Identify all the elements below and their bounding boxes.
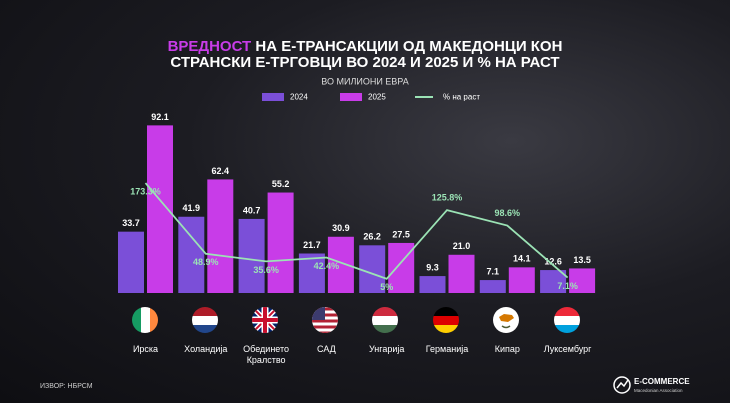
- brand: E-COMMERCE: [634, 377, 690, 386]
- value-label: 41.9: [183, 203, 201, 213]
- value-label: 14.1: [513, 254, 531, 264]
- value-label: 30.9: [332, 223, 350, 233]
- value-label: 40.7: [243, 205, 261, 215]
- bar: [508, 267, 535, 293]
- flags: [132, 307, 580, 333]
- flag: [372, 307, 398, 333]
- bar: [298, 253, 325, 293]
- title-highlight: ВРЕДНОСТ: [168, 38, 252, 55]
- value-label: 21.7: [303, 240, 321, 250]
- flag: [252, 307, 278, 333]
- value-label: 27.5: [392, 229, 410, 239]
- bar: [569, 268, 596, 293]
- value-label: 9.3: [426, 262, 439, 272]
- brand-subtitle: Macedonian Association: [634, 388, 683, 393]
- source: ИЗВОР: НБРСМ: [40, 383, 93, 390]
- flag: [433, 307, 459, 333]
- category-label: Ирска: [132, 344, 159, 354]
- legend-swatch: [262, 93, 284, 101]
- legend-swatch: [340, 93, 362, 101]
- legend-label: 2024: [290, 93, 308, 102]
- value-label: 21.0: [453, 241, 471, 251]
- growth-label: 42.4%: [314, 261, 340, 271]
- bar: [207, 179, 234, 293]
- value-label: 13.5: [573, 255, 591, 265]
- bar: [118, 231, 144, 293]
- growth-label: 48.9%: [193, 257, 219, 267]
- subtitle: ВО МИЛИОНИ ЕВРА: [321, 76, 408, 86]
- value-label: 92.1: [151, 112, 169, 122]
- flag: [192, 307, 218, 333]
- growth-label: 5%: [380, 282, 393, 292]
- value-label: 55.2: [272, 179, 290, 189]
- flag: [132, 307, 158, 333]
- bar: [419, 276, 446, 293]
- bar: [267, 192, 294, 293]
- chart-title: ВРЕДНОСТ НА Е-ТРАНСАКЦИИ ОД МАКЕДОНЦИ КО…: [168, 38, 563, 55]
- value-label: 62.4: [212, 166, 230, 176]
- bar: [238, 218, 265, 293]
- value-label: 7.1: [487, 266, 500, 276]
- growth-label: 173.3%: [130, 186, 161, 196]
- legend-label: % на раст: [443, 93, 480, 102]
- bar: [479, 280, 506, 293]
- growth-line: [144, 182, 569, 280]
- category-label: Кипар: [494, 344, 520, 354]
- bar: [540, 270, 567, 293]
- brand-logo: E-COMMERCE Macedonian Association: [613, 376, 690, 394]
- bar: [359, 245, 386, 293]
- category-label: Луксембург: [543, 344, 592, 354]
- growth-label: 35.6%: [253, 265, 279, 275]
- category-label: Обединето Кралство: [243, 344, 290, 365]
- growth-label: 7.1%: [557, 281, 578, 291]
- value-label: 26.2: [363, 232, 381, 242]
- category-label: Унгарија: [368, 344, 405, 354]
- legend-label: 2025: [368, 93, 386, 102]
- category-label: Германија: [425, 344, 469, 354]
- title-part: НА Е-ТРАНСАКЦИИ ОД МАКЕДОНЦИ КОН: [255, 38, 562, 55]
- bar: [178, 216, 205, 293]
- flag: [312, 307, 338, 333]
- growth-label: 98.6%: [495, 208, 521, 218]
- title-part: СТРАНСКИ Е-ТРГОВЦИ ВО 2024 И 2025 И % НА…: [170, 54, 559, 71]
- flag: [493, 307, 519, 333]
- growth-label: 125.8%: [432, 192, 463, 202]
- bar: [147, 125, 173, 294]
- category-label: Холандија: [184, 344, 228, 354]
- category-label: САД: [317, 344, 336, 354]
- value-label: 33.7: [122, 218, 140, 228]
- bar: [448, 254, 475, 293]
- value-label: 12.6: [544, 256, 562, 266]
- flag: [554, 307, 580, 333]
